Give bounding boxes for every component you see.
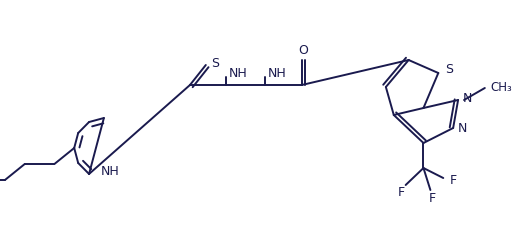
Text: N: N <box>463 91 473 105</box>
Text: F: F <box>429 192 436 205</box>
Text: F: F <box>398 187 405 200</box>
Text: NH: NH <box>101 165 119 178</box>
Text: NH: NH <box>268 67 287 79</box>
Text: S: S <box>211 56 219 69</box>
Text: NH: NH <box>229 67 247 79</box>
Text: N: N <box>458 122 467 135</box>
Text: S: S <box>445 63 453 76</box>
Text: O: O <box>298 44 308 56</box>
Text: CH₃: CH₃ <box>491 81 512 94</box>
Text: F: F <box>450 174 457 187</box>
